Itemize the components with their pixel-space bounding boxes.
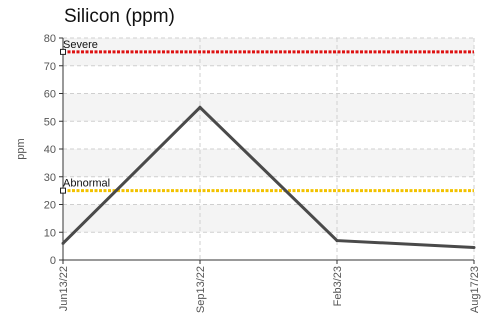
threshold-label: Abnormal [63, 178, 110, 190]
x-tick-label: Sep13/22 [195, 266, 207, 313]
y-tick-label: 70 [44, 61, 56, 73]
y-tick-label: 30 [44, 172, 56, 184]
y-tick-label: 10 [44, 227, 56, 239]
x-tick-label: Jun13/22 [58, 266, 70, 311]
chart-title: Silicon (ppm) [64, 6, 175, 27]
y-axis-label: ppm [15, 138, 27, 159]
y-tick-label: 50 [44, 116, 56, 128]
x-tick-label: Feb3/23 [332, 266, 344, 306]
data-point [335, 239, 339, 243]
threshold-label: Severe [63, 39, 98, 51]
data-point [198, 105, 202, 109]
grid-band [63, 204, 474, 233]
y-tick-label: 80 [44, 33, 56, 45]
y-tick-label: 40 [44, 144, 56, 156]
data-point [472, 246, 476, 250]
series-line [61, 105, 475, 250]
y-tick-label: 20 [44, 200, 56, 212]
grid-band [63, 93, 474, 122]
x-tick-label: Aug17/23 [469, 266, 481, 313]
data-point [61, 241, 65, 245]
threshold-marker [60, 48, 66, 55]
y-tick-label: 60 [44, 89, 56, 101]
y-tick-label: 0 [50, 255, 56, 267]
threshold-marker [60, 187, 66, 194]
